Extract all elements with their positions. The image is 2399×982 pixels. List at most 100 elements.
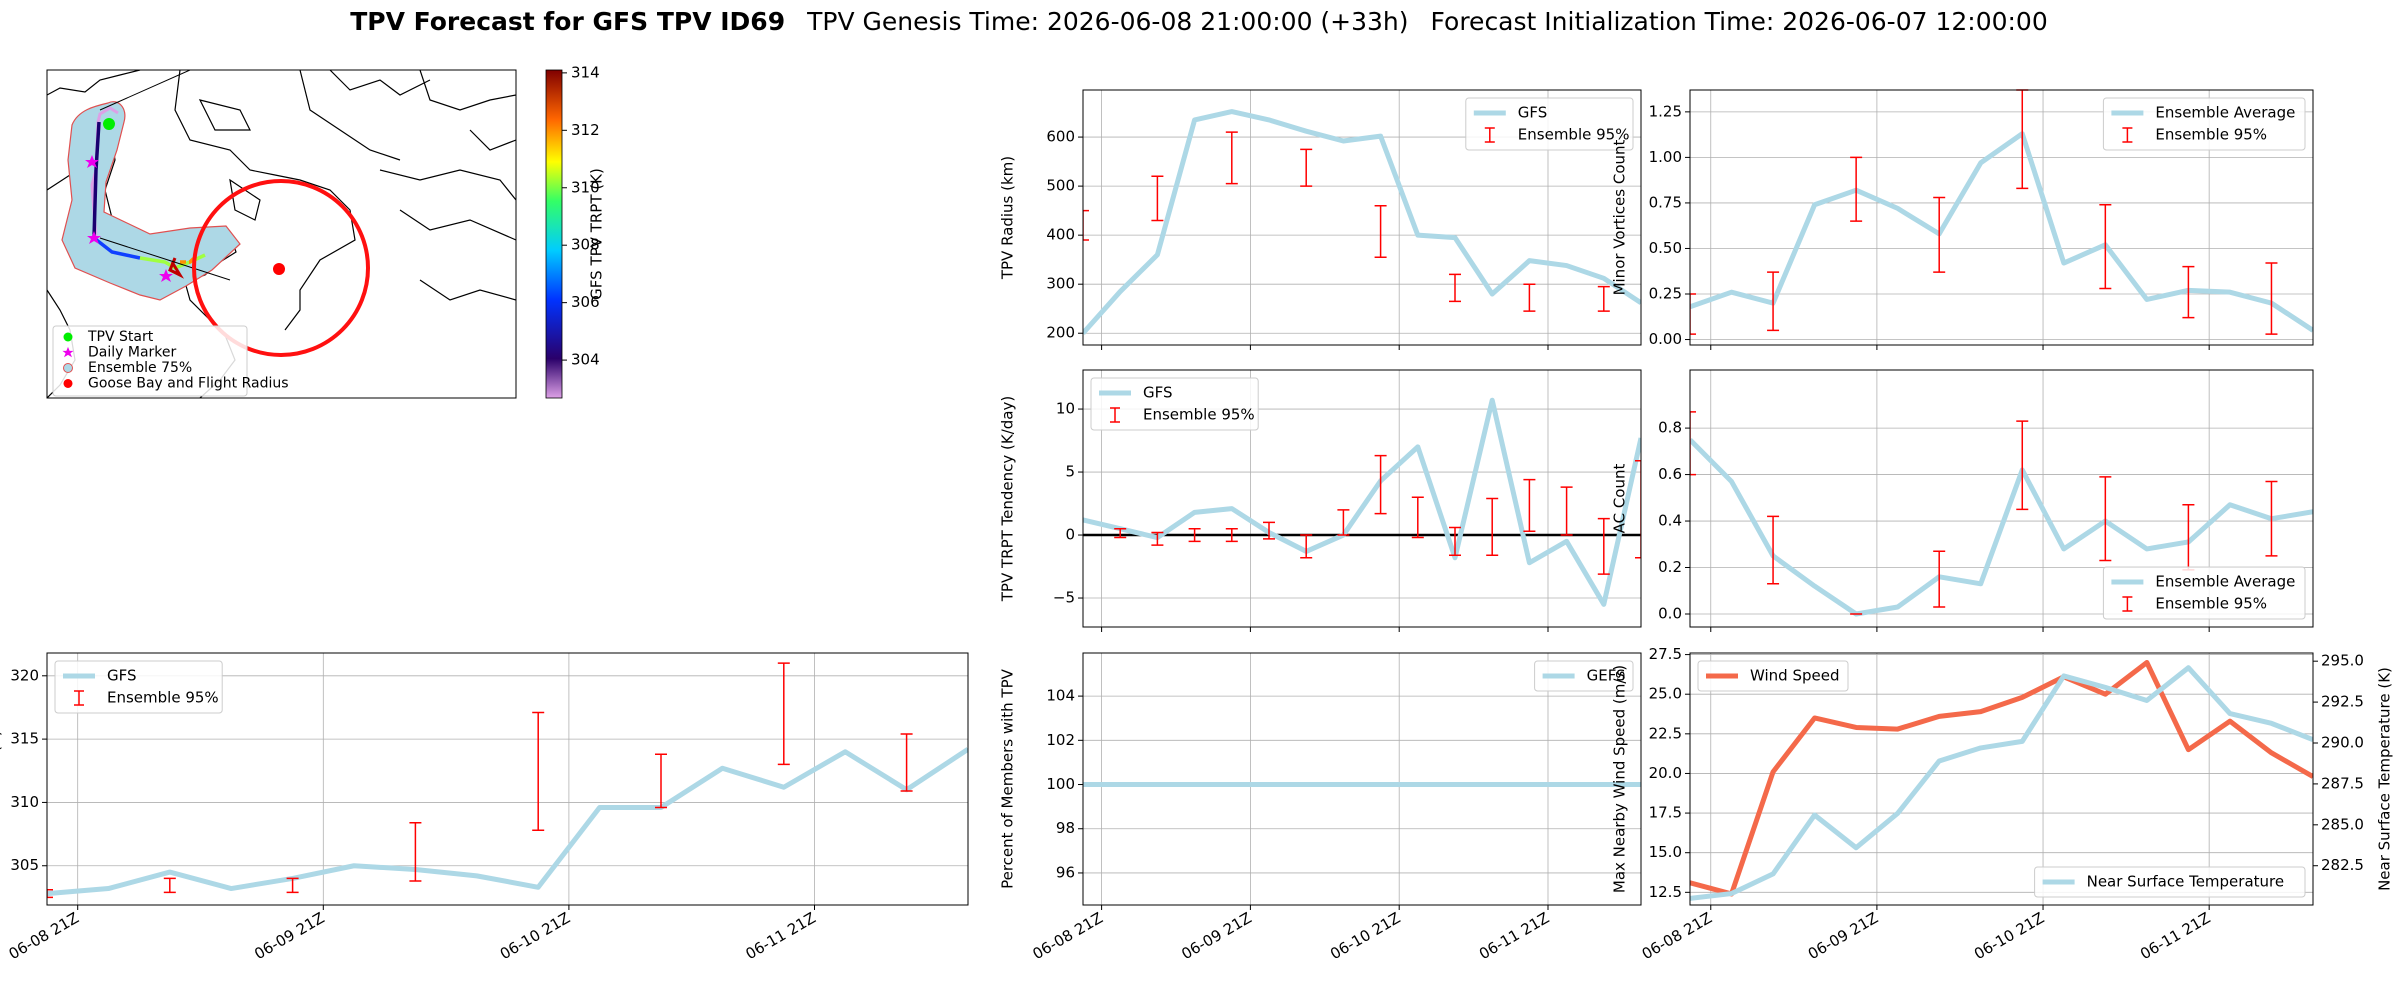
error-bar	[1151, 175, 1164, 222]
legend-frame	[2102, 97, 2306, 151]
x-tick-label: 06-08 21Z	[1030, 909, 1106, 963]
legend-swatch	[62, 346, 74, 358]
error-bar	[1690, 411, 1696, 476]
legend: Ensemble Average Ensemble 95%	[2102, 97, 2306, 151]
track	[168, 257, 185, 279]
colorbar-tick-label: 306	[571, 293, 600, 311]
colorbar	[545, 69, 563, 399]
y-tick-label: 300	[1046, 275, 1075, 293]
y-tick-label: 1.25	[1649, 102, 1682, 120]
series-line	[1083, 109, 1641, 335]
map-legend: TPV Start Daily Marker Ensemble 75% Goos…	[52, 325, 289, 397]
legend-swatch	[2122, 127, 2133, 143]
error-bar	[1225, 527, 1238, 543]
y-axis-label: Percent of Members with TPV	[999, 668, 1017, 889]
title-main: TPV Forecast for GFS TPV ID69	[350, 7, 785, 36]
y-tick-label: 98	[1056, 819, 1075, 837]
legend: GFS Ensemble 95%	[1465, 97, 1634, 151]
error-bar	[1114, 527, 1127, 539]
legend-frame	[2034, 866, 2306, 898]
series-line	[1083, 397, 1641, 607]
error-bar	[1560, 486, 1573, 536]
legend-swatch	[63, 363, 73, 373]
error-bar	[1449, 273, 1461, 303]
chart: 06-08 21Z 06-09 21Z 06-10 21Z 06-11 21Z 12.5…	[1611, 645, 2394, 963]
legend: Wind Speed	[1697, 660, 1849, 692]
y-tick-label: 100	[1046, 775, 1075, 793]
legend-label: Ensemble 95%	[1143, 406, 1255, 424]
y-tick-label: 96	[1056, 863, 1075, 881]
ensemble-region	[61, 101, 241, 301]
legend: GEFS	[1534, 660, 1634, 692]
y-tick-label: 0.0	[1658, 604, 1682, 622]
error-bar	[1933, 550, 1946, 608]
y-tick-label: 0	[1065, 526, 1075, 544]
y-tick-label: 0.2	[1658, 558, 1682, 576]
chart: −5 0 5 10 TPV TRPT Tendency (K/day) GFS Ensemb…	[999, 369, 1642, 632]
y-tick-label: 17.5	[1649, 804, 1682, 822]
y-tick-label: 0.00	[1649, 330, 1682, 348]
legend: Ensemble Average Ensemble 95%	[2102, 566, 2306, 620]
x-tick-label: 06-09 21Z	[251, 909, 327, 963]
legend-swatch	[74, 690, 84, 706]
y-tick-label: 20.0	[1649, 764, 1682, 782]
y-tick-label: 5	[1065, 463, 1075, 481]
legend-label: GFS	[107, 667, 137, 685]
legend-label: Ensemble 75%	[88, 360, 192, 376]
legend-swatch	[63, 379, 73, 388]
legend-swatch	[2122, 596, 2133, 612]
chart: 06-08 21Z 06-09 21Z 06-10 21Z 06-11 21Z 96 98…	[999, 652, 1642, 963]
series-line	[1690, 131, 2313, 333]
y2-tick-label: 295.0	[2321, 652, 2364, 670]
y2-tick-label: 287.5	[2321, 774, 2364, 792]
error-bar	[1767, 515, 1780, 585]
legend-frame	[54, 660, 223, 714]
series-line	[47, 747, 968, 897]
error-bar	[1083, 209, 1089, 241]
legend-label: Ensemble Average	[2155, 573, 2295, 591]
legend-label: Ensemble 95%	[1518, 126, 1630, 144]
series-line	[1690, 660, 2313, 897]
legend-label: Ensemble 95%	[2155, 126, 2267, 144]
legend-label: Daily Marker	[88, 345, 177, 361]
error-bar	[163, 877, 176, 894]
y-tick-label: 400	[1046, 226, 1075, 244]
legend-frame	[1465, 97, 1634, 151]
colorbar-tick-label: 304	[571, 351, 600, 369]
error-bar	[1486, 497, 1499, 556]
legend-frame	[1534, 660, 1634, 692]
error-bar	[1850, 156, 1863, 222]
error-bar	[1300, 534, 1313, 559]
x-tick-label: 06-08 21Z	[1639, 909, 1715, 963]
error-bar	[409, 821, 422, 882]
track	[180, 254, 198, 264]
error-bar	[900, 733, 913, 792]
legend-label: TPV Start	[87, 329, 154, 345]
legend-frame	[1697, 660, 1849, 692]
flight-radius	[192, 179, 370, 357]
legend-frame	[2102, 566, 2306, 620]
error-bar	[286, 877, 299, 894]
error-bar	[2099, 476, 2112, 562]
colorbar-tick-label: 308	[571, 236, 600, 254]
y-tick-label: 0.6	[1658, 465, 1682, 483]
error-bar	[1767, 271, 1780, 332]
y-axis-label: Max Nearby Wind Speed (m/s)	[1611, 665, 1629, 893]
y-axis-label: Minor Vortices Count	[1611, 139, 1629, 295]
error-bar	[2182, 265, 2195, 319]
plot-frame	[1689, 89, 2314, 346]
x-tick-label: 06-08 21Z	[6, 909, 82, 963]
y-tick-label: 0.25	[1649, 285, 1682, 303]
legend-label: Wind Speed	[1750, 667, 1840, 685]
legend-frame	[1090, 377, 1259, 431]
x-tick-label: 06-11 21Z	[2137, 909, 2213, 963]
error-bar	[1374, 204, 1387, 258]
chart: 200 300 400 500 600 TPV Radius (km) GFS Ensembl…	[999, 89, 1642, 350]
tpv-start	[103, 118, 115, 130]
colorbar-label: GFS TPV TRPT (K)	[588, 168, 606, 300]
error-bar	[1597, 517, 1610, 575]
y-tick-label: 310	[10, 793, 39, 811]
error-bar	[532, 711, 545, 832]
